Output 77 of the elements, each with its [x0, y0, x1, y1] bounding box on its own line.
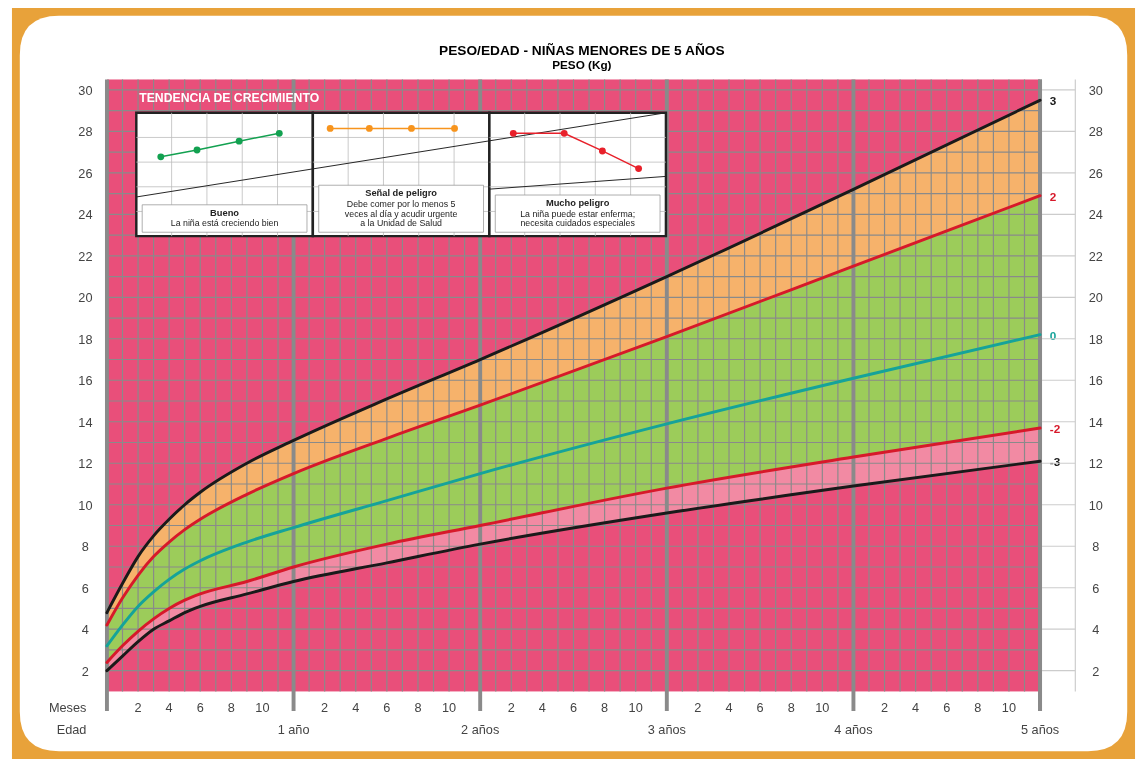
y-tick-label: 14 — [78, 414, 93, 430]
y2-tick-label: 14 — [1088, 414, 1103, 430]
text: 6 — [943, 700, 951, 715]
annotation: La niña está creciendo bien — [170, 218, 279, 229]
text: 2 — [134, 700, 142, 715]
text: 10 — [815, 700, 830, 715]
y-tick-label: 20 — [78, 290, 93, 306]
x-tick-label: 1 año — [277, 721, 310, 737]
y-tick-label: 26 — [78, 165, 93, 181]
text: 6 — [569, 700, 578, 715]
text: 10 — [255, 700, 270, 715]
y-tick-label: 24 — [78, 207, 93, 223]
text: Edad — [56, 721, 87, 737]
y2-tick-label: 22 — [1088, 248, 1103, 264]
y2-tick-label: 24 — [1088, 207, 1103, 223]
y2-tick-label: 26 — [1088, 165, 1103, 181]
series-label: 3 — [1049, 94, 1057, 108]
text: 8 — [414, 700, 422, 715]
text: 10 — [628, 700, 643, 715]
y2-tick-label: 16 — [1088, 373, 1103, 389]
annotation: TENDENCIA DE CRECIMIENTO — [139, 91, 320, 105]
text: 8 — [974, 700, 982, 715]
x-tick-label: 2 años — [461, 721, 500, 737]
text: 2 — [507, 700, 515, 715]
y-tick-label: 2 — [81, 663, 89, 679]
text: 4 — [538, 700, 546, 715]
series-label: -2 — [1049, 421, 1061, 435]
annotation: Señal de peligro — [365, 187, 438, 198]
y-tick-label: 30 — [78, 82, 93, 98]
y-tick-label: 16 — [78, 373, 93, 389]
text: 4 — [912, 700, 920, 715]
text: 8 — [227, 700, 235, 715]
y2-tick-label: 20 — [1088, 290, 1103, 306]
y2-tick-label: 30 — [1088, 82, 1103, 98]
y2-tick-label: 2 — [1092, 663, 1100, 679]
chart-subtitle: PESO (Kg) — [552, 57, 612, 71]
line-series — [105, 333, 1042, 648]
text: 8 — [601, 700, 609, 715]
y-tick-label: 6 — [81, 580, 89, 596]
text: 8 — [787, 700, 795, 715]
chart-title: PESO/EDAD - NIÑAS MENORES DE 5 AÑOS — [439, 43, 725, 58]
series-label: 0 — [1049, 328, 1057, 342]
y2-tick-label: 6 — [1092, 580, 1100, 596]
x-tick-label: 4 años — [834, 721, 873, 737]
y-tick-label: 4 — [81, 622, 89, 638]
text: 6 — [196, 700, 204, 715]
y2-tick-label: 28 — [1088, 124, 1103, 140]
y-tick-label: 10 — [78, 497, 93, 513]
y2-tick-label: 10 — [1088, 497, 1103, 513]
text: 10 — [442, 700, 457, 715]
series-label: 2 — [1049, 189, 1057, 203]
text: 6 — [383, 700, 391, 715]
y-tick-label: 12 — [78, 456, 93, 472]
text: 2 — [694, 700, 702, 715]
y-tick-label: 22 — [78, 248, 93, 264]
text: 4 — [165, 700, 173, 715]
text: 10 — [1001, 700, 1017, 715]
annotation: Debe comer por lo menos 5 veces al día y acudir urgente a la Unidad de Salud — [344, 198, 458, 229]
annotation: Bueno — [210, 207, 240, 218]
y2-tick-label: 4 — [1092, 622, 1100, 638]
y-tick-label: 18 — [78, 331, 93, 347]
y-tick-label: 8 — [81, 539, 89, 555]
y2-tick-label: 8 — [1092, 539, 1100, 555]
text: 2 — [321, 700, 329, 715]
text: 6 — [756, 700, 764, 715]
y2-tick-label: 18 — [1088, 331, 1103, 347]
x-axis-title: Meses — [48, 700, 87, 715]
annotation: La niña puede estar enferma; necesita cuidados especiales — [520, 208, 636, 229]
x-tick-label: 3 años — [647, 721, 686, 737]
text: 2 — [881, 700, 889, 715]
text: 4 — [352, 700, 360, 715]
annotation: Mucho peligro — [545, 197, 610, 208]
text: 4 — [725, 700, 733, 715]
y2-tick-label: 12 — [1088, 456, 1103, 472]
series-label: -3 — [1049, 455, 1061, 469]
y-tick-label: 28 — [78, 124, 93, 140]
x-tick-label: 5 años — [1020, 721, 1060, 737]
